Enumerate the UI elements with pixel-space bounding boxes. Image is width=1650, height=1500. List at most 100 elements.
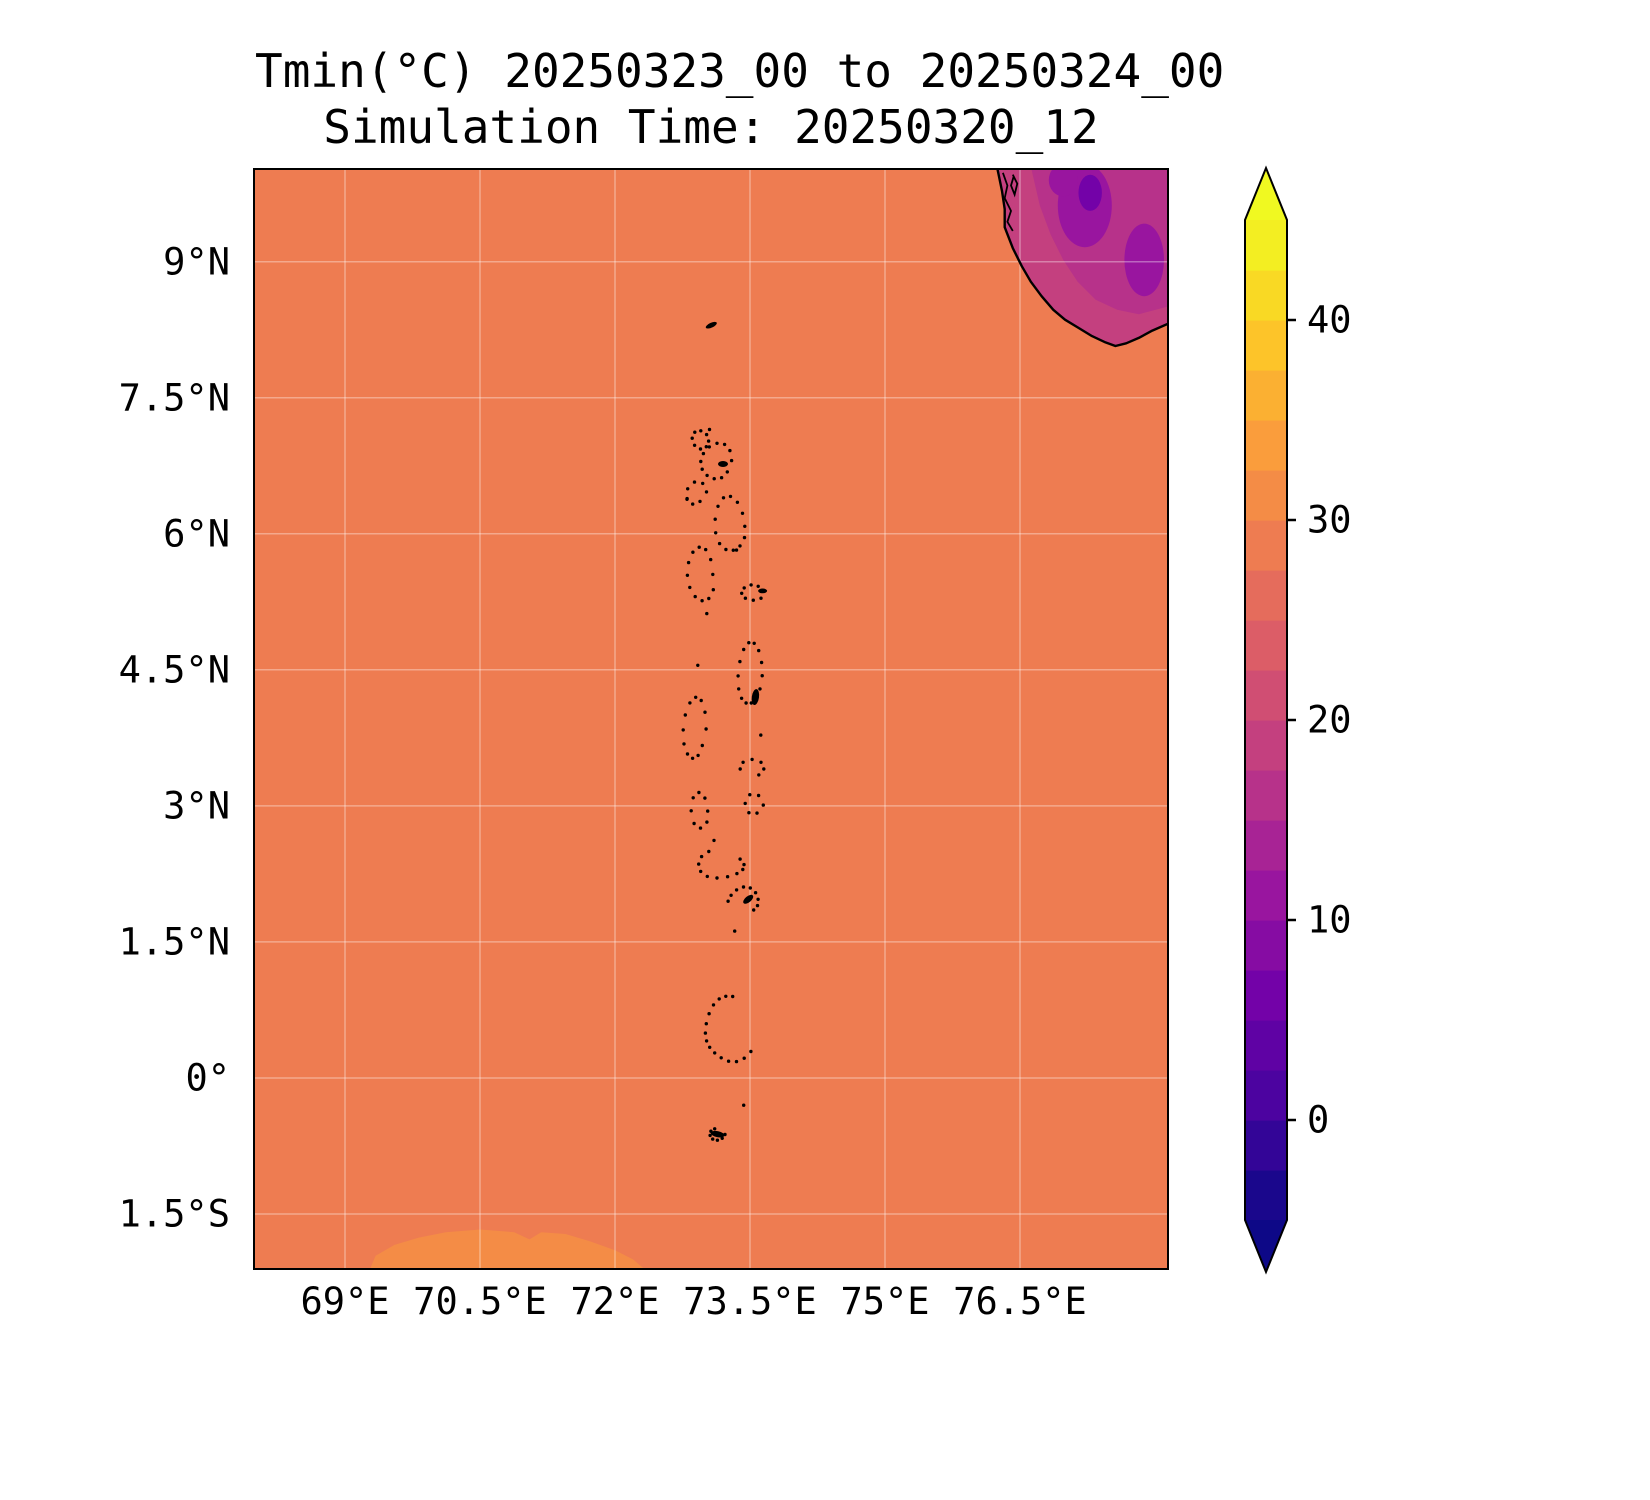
atoll-dot [755,903,760,908]
colorbar-band [1245,720,1287,771]
atoll-dot [692,480,697,484]
atoll-dot [743,596,748,600]
atoll-dot [701,451,706,456]
atoll-dot [707,849,711,854]
island-blob [758,588,768,594]
x-tick-label: 73.5°E [683,1280,817,1323]
atoll-dot [688,585,692,590]
colorbar-tick-label: 20 [1307,699,1352,742]
atoll-dot [761,803,765,807]
atoll-dot [737,687,741,691]
atoll-dot [742,647,746,652]
atoll-dot [714,531,718,535]
atoll-dot [747,811,751,815]
atoll-dot [700,599,704,603]
atoll-dot [749,583,753,587]
atoll-dot [704,1022,708,1026]
atoll-dot [699,459,703,464]
atoll-dot [756,584,760,588]
atoll-dot [742,535,747,540]
colorbar-tick-label: 10 [1307,899,1352,942]
atoll-dot [704,432,709,437]
atoll-dot [715,876,719,880]
atoll-dot [703,796,707,800]
atoll-dot [696,663,700,667]
colorbar-band [1245,1020,1287,1071]
colorbar-band [1245,270,1287,321]
atoll-dot [690,756,695,760]
atoll-dot [711,588,715,592]
atoll-dot [720,1136,724,1140]
colorbar-band [1245,1070,1287,1121]
colorbar-band [1245,970,1287,1021]
atoll-dot [742,1056,746,1060]
y-tick-label: 7.5°N [118,376,230,420]
atoll-dot [705,611,709,616]
atoll-dot [760,674,764,678]
colorbar-tick-label: 30 [1307,499,1352,542]
colorbar-band [1245,520,1287,571]
atoll-dot [692,821,696,826]
atoll-dot [693,430,697,434]
colorbar-band [1245,320,1287,371]
atoll-dot [700,743,704,748]
atoll-dot [699,869,703,874]
atoll-dot [696,753,700,758]
colorbar-band [1245,220,1287,271]
atoll-dot [694,695,698,699]
atoll-dot [756,897,760,901]
atoll-dot [683,713,687,717]
atoll-dot [691,502,695,506]
atoll-dot [753,891,758,895]
atoll-dot [748,886,752,890]
atoll-dot [741,885,746,889]
atoll-dot [707,427,712,432]
map-canvas [255,170,1167,1268]
atoll-dot [739,696,744,700]
atoll-dot [747,641,751,645]
atoll-dot [729,458,734,463]
atoll-dot [693,594,697,599]
atoll-dot [711,1003,716,1007]
atoll-dot [681,728,685,732]
atoll-dot [740,591,744,595]
atoll-dot [708,1045,712,1049]
warm-temperature-patch [370,1229,644,1268]
atoll-dot [689,809,693,813]
atoll-dot [699,429,703,433]
atoll-dot [715,441,719,445]
atoll-dot [685,752,690,756]
x-tick-label: 76.5°E [953,1280,1087,1323]
y-axis-tick-labels: 9°N 7.5°N 6°N 4.5°N 3°N 1.5°N 0° 1.5°S [0,170,240,1268]
atoll-dot [731,994,735,999]
atoll-dot [755,811,759,815]
atoll-dot [738,857,742,861]
ghats-cool-blob [1048,170,1078,197]
atoll-dot [726,1059,731,1063]
atoll-dot [751,598,755,602]
atoll-dot [717,541,722,546]
atoll-dot [688,701,692,705]
atoll-dot [758,687,762,691]
ocean-fill [255,170,1167,1268]
atoll-dot [734,1059,739,1064]
atoll-dot [734,888,739,892]
atoll-dot [729,893,733,897]
atoll-dot [698,499,702,504]
atoll-dot [708,1133,712,1138]
colorbar-band [1245,620,1287,671]
colorbar-band [1245,370,1287,421]
atoll-dot [740,511,745,515]
maldives-atolls [681,321,768,1142]
atoll-dot [698,826,703,830]
atoll-dot [756,793,761,798]
atoll-dot [762,767,766,771]
atoll-dot [719,1056,723,1060]
x-tick-label: 69°E [300,1280,390,1323]
atoll-dot [691,796,695,800]
y-tick-label: 4.5°N [118,648,230,692]
x-tick-label: 72°E [570,1280,660,1323]
island-blob [705,321,717,329]
atoll-dot [713,1127,717,1131]
atoll-dot [759,596,763,600]
